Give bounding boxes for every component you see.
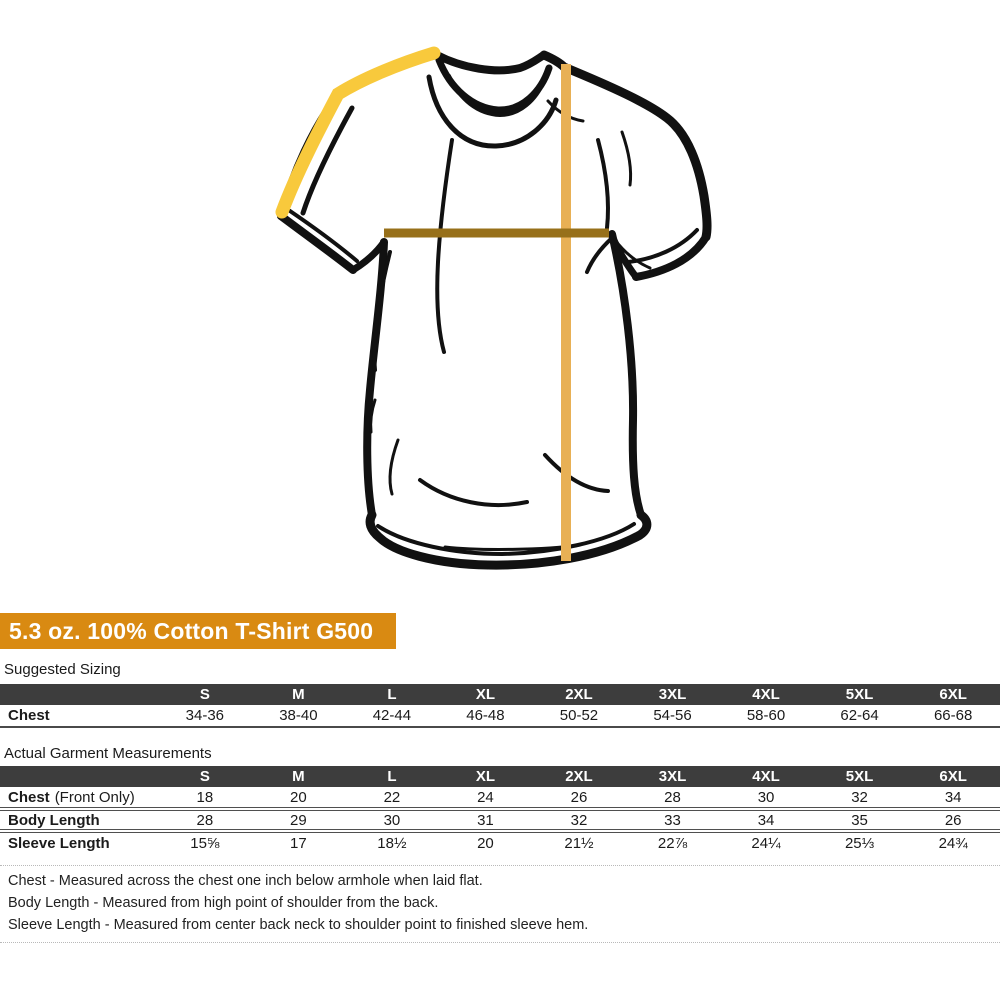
size-col-header: 5XL: [812, 684, 907, 705]
cell: 50-52: [559, 707, 599, 724]
cell: 22: [383, 788, 401, 806]
cell: 26: [944, 811, 962, 829]
row-label-chest-front-only: Chest (Front Only): [8, 788, 135, 806]
size-col-header: 2XL: [532, 766, 626, 787]
cell: 62-64: [840, 707, 879, 724]
tshirt-diagram: [275, 46, 712, 570]
size-col-header: M: [251, 684, 346, 705]
header-blank-cell: [0, 766, 159, 787]
suggested-sizing-table: S M L XL 2XL 3XL 4XL 5XL 6XL Chest 34-36…: [0, 684, 1000, 728]
actual-measurements-label: Actual Garment Measurements: [4, 745, 212, 762]
table-header-row: S M L XL 2XL 3XL 4XL 5XL 6XL: [0, 766, 1000, 787]
cell: 58-60: [746, 707, 786, 724]
sleeve-length-line: [275, 46, 441, 219]
row-label-sleeve-length: Sleeve Length: [8, 834, 110, 852]
cell: 32: [851, 788, 868, 806]
cell: 46-48: [466, 707, 505, 724]
cell: 32: [570, 811, 588, 829]
cell: 30: [757, 788, 775, 806]
size-col-header: L: [345, 766, 439, 787]
cell: 42-44: [372, 707, 412, 724]
table-row-chest-front-only: Chest (Front Only) 18 20 22 24 26 28 30 3…: [0, 787, 1000, 809]
cell: 24: [477, 788, 494, 806]
size-col-header: L: [345, 684, 439, 705]
suggested-sizing-label: Suggested Sizing: [4, 661, 121, 678]
product-title-banner: 5.3 oz. 100% Cotton T-Shirt G500: [0, 613, 396, 649]
cell: 28: [196, 811, 214, 829]
cell: 34: [757, 811, 775, 829]
cell: 66-68: [933, 707, 973, 724]
size-col-header: S: [158, 766, 252, 787]
size-col-header: 6XL: [906, 684, 1000, 705]
size-col-header: 4XL: [719, 684, 813, 705]
cell: 24¼: [751, 834, 781, 852]
actual-measurements-table: S M L XL 2XL 3XL 4XL 5XL 6XL Chest (Front…: [0, 766, 1000, 853]
cell: 31: [477, 811, 494, 829]
cell: 35: [851, 811, 868, 829]
cell: 33: [664, 811, 681, 829]
cell: 17: [290, 834, 307, 852]
tshirt-drawing-svg: [275, 46, 712, 570]
row-label-chest: Chest: [8, 707, 50, 724]
size-col-header: 5XL: [812, 766, 907, 787]
size-col-header: 3XL: [625, 766, 720, 787]
cell: 21½: [564, 834, 594, 852]
size-col-header: 3XL: [625, 684, 720, 705]
cell: 54-56: [653, 707, 692, 724]
cell: 15⅝: [190, 834, 220, 852]
size-col-header: 6XL: [906, 766, 1000, 787]
cell: 18½: [377, 834, 407, 852]
note-sleeve-length: Sleeve Length - Measured from center bac…: [8, 917, 589, 933]
table-row-sleeve-length: Sleeve Length 15⅝ 17 18½ 20 21½ 22⅞ 24¼ …: [0, 831, 1000, 853]
tshirt-silhouette: [281, 55, 708, 566]
product-title: 5.3 oz. 100% Cotton T-Shirt G500: [9, 617, 374, 644]
table-header-row: S M L XL 2XL 3XL 4XL 5XL 6XL: [0, 684, 1000, 705]
cell: 29: [290, 811, 307, 829]
row-label-body-length: Body Length: [8, 811, 100, 829]
size-col-header: 2XL: [532, 684, 626, 705]
cell: 34: [944, 788, 962, 806]
cell: 24¾: [938, 834, 968, 852]
cell: 20: [290, 788, 307, 806]
cell: 20: [477, 834, 494, 852]
cell: 18: [196, 788, 214, 806]
cell: 34-36: [185, 707, 225, 724]
cell: 25⅓: [844, 834, 875, 852]
size-col-header: M: [251, 766, 346, 787]
note-body-length: Body Length - Measured from high point o…: [8, 895, 439, 911]
cell: 38-40: [279, 707, 318, 724]
size-col-header: 4XL: [719, 766, 813, 787]
header-blank-cell: [0, 684, 159, 705]
size-col-header: S: [158, 684, 252, 705]
cell: 30: [383, 811, 401, 829]
size-col-header: XL: [438, 684, 533, 705]
cell: 22⅞: [657, 834, 688, 852]
measurement-notes: Chest - Measured across the chest one in…: [0, 865, 1000, 943]
note-chest: Chest - Measured across the chest one in…: [8, 873, 483, 889]
table-row-body-length: Body Length 28 29 30 31 32 33 34 35 26: [0, 809, 1000, 831]
size-col-header: XL: [438, 766, 533, 787]
cell: 28: [664, 788, 681, 806]
cell: 26: [570, 788, 588, 806]
table-row-chest: Chest 34-36 38-40 42-44 46-48 50-52 54-5…: [0, 705, 1000, 727]
